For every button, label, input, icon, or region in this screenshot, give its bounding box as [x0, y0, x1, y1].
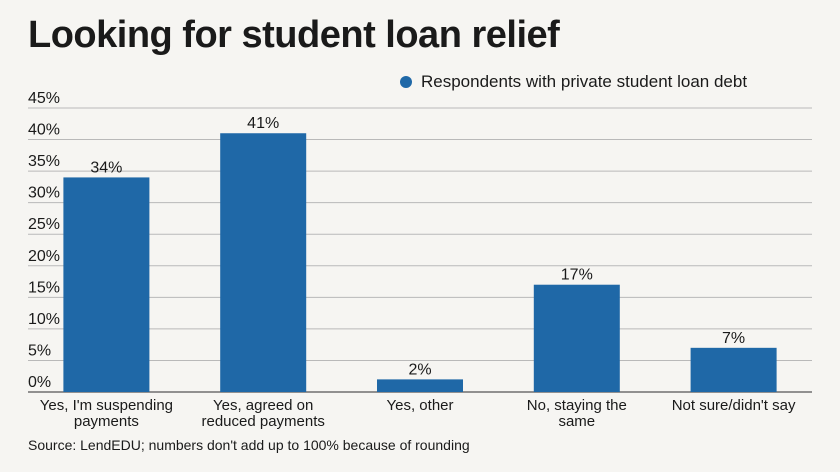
chart-title: Looking for student loan relief	[28, 14, 560, 56]
y-tick-label: 35%	[28, 153, 60, 170]
category-label-line: reduced payments	[201, 413, 324, 430]
category-label-line: same	[558, 413, 595, 430]
data-label: 7%	[722, 330, 745, 347]
y-tick-label: 30%	[28, 185, 60, 202]
category-label: No, staying the same	[527, 397, 627, 430]
category-label-line: Yes, other	[387, 397, 454, 414]
legend-marker	[400, 76, 412, 88]
data-label: 41%	[247, 115, 279, 132]
chart-legend: Respondents with private student loan de…	[400, 72, 747, 92]
data-label: 34%	[90, 159, 122, 176]
data-label: 17%	[561, 267, 593, 284]
category-label-line: Yes, agreed on	[213, 397, 313, 414]
category-label: Not sure/didn't say	[672, 397, 796, 414]
category-label-line: No, staying the	[527, 397, 627, 414]
category-label-line: Yes, I'm suspending	[40, 397, 173, 414]
y-tick-label: 25%	[28, 216, 60, 233]
bar	[690, 347, 777, 392]
bar	[533, 284, 620, 392]
bar	[63, 177, 150, 392]
y-tick-label: 0%	[28, 374, 51, 391]
bar	[220, 133, 307, 392]
category-label: Yes, agreed on reduced payments	[201, 397, 324, 430]
y-tick-label: 10%	[28, 311, 60, 328]
data-label: 2%	[408, 361, 431, 378]
y-tick-label: 40%	[28, 122, 60, 139]
source-note: Source: LendEDU; numbers don't add up to…	[28, 437, 470, 453]
y-tick-label: 15%	[28, 279, 60, 296]
y-tick-label: 20%	[28, 248, 60, 265]
y-tick-label: 45%	[28, 90, 60, 107]
category-label: Yes, I'm suspending payments	[40, 397, 173, 430]
category-label-line: payments	[74, 413, 139, 430]
y-tick-label: 5%	[28, 342, 51, 359]
bar	[377, 379, 463, 392]
category-label-line: Not sure/didn't say	[672, 397, 796, 414]
legend-label: Respondents with private student loan de…	[421, 72, 748, 91]
category-label: Yes, other	[387, 397, 454, 414]
